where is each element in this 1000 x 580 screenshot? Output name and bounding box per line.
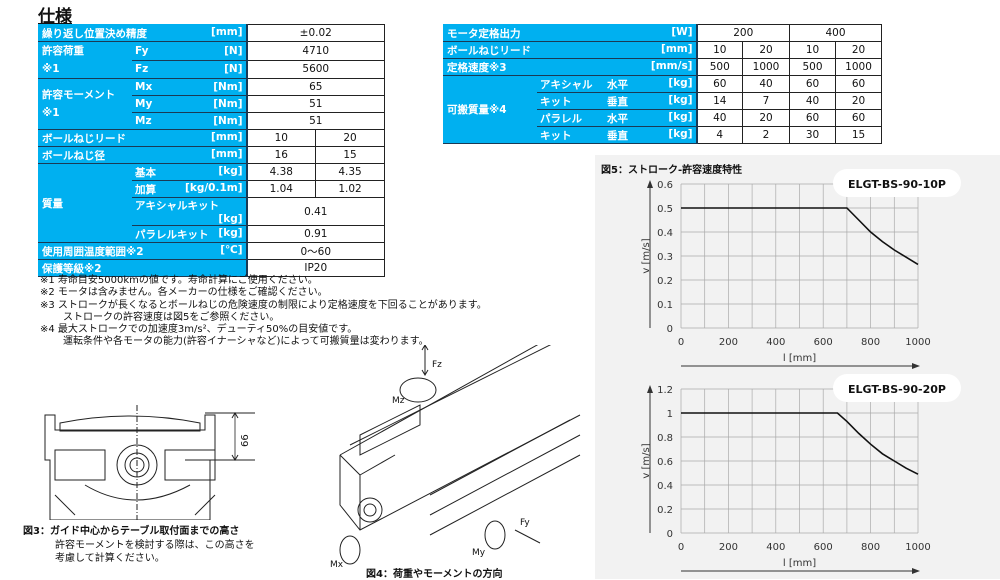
x-axis-label: l [mm] bbox=[783, 353, 816, 364]
y-tick-label: 0.2 bbox=[657, 505, 673, 516]
y-tick-label: 0.6 bbox=[657, 457, 673, 468]
x-axis-label: l [mm] bbox=[783, 558, 816, 569]
note: ※1 寿命目安5000kmの値です。寿命計算にご使用ください。 bbox=[40, 275, 318, 286]
y-axis-label: v [m/s] bbox=[641, 238, 652, 273]
x-tick-label: 0 bbox=[678, 337, 684, 348]
table-row: アキシャルキット [kg] 0.41 bbox=[39, 197, 386, 226]
y-axis-label: v [m/s] bbox=[641, 443, 652, 478]
series-line bbox=[681, 207, 919, 266]
y-tick-label: 0.5 bbox=[657, 204, 673, 215]
x-tick-label: 800 bbox=[861, 542, 880, 553]
fig3-text: 考慮して計算ください。 bbox=[55, 553, 165, 564]
y-tick-label: 0 bbox=[667, 529, 673, 540]
table-row: パラレル 水平 [kg] 40 20 60 60 bbox=[444, 109, 883, 127]
table-row: My [Nm] 51 bbox=[39, 95, 386, 113]
table-row: 保護等級※2 IP20 bbox=[37, 259, 386, 277]
y-tick-label: 0.4 bbox=[657, 228, 673, 239]
x-tick-label: 400 bbox=[766, 337, 785, 348]
spec-table-right: モータ定格出力 [W] 200 400 ボールねじリード [mm] 10 20 10 20 定格… bbox=[443, 24, 883, 144]
fy-label: Fy bbox=[520, 518, 530, 528]
note: ※4 最大ストロークでの加速度3m/s²、デューティ50%の目安値です。 bbox=[40, 324, 358, 336]
table-row: ボールねじリード [mm] 10 20 10 20 bbox=[443, 41, 883, 59]
mx-label: Mx bbox=[330, 560, 344, 567]
x-tick-label: 800 bbox=[861, 337, 880, 348]
table-row: 使用周囲温度範囲※2 [℃] 0～60 bbox=[37, 242, 386, 260]
footnotes: ※1 寿命目安5000kmの値です。寿命計算にご使用ください。 ※2 モータは含… bbox=[40, 275, 487, 349]
y-arrow-head bbox=[647, 385, 653, 393]
table-row: 定格速度※3 [mm/s] 500 1000 500 1000 bbox=[443, 58, 883, 76]
spec-table-left: 繰り返し位置決め精度 [mm] ±0.02 許容荷重 ※1 Fy [N] 4710 Fz [N… bbox=[37, 24, 386, 277]
fig4-caption: 図4：荷重やモーメントの方向 bbox=[366, 569, 503, 580]
y-tick-label: 1 bbox=[667, 409, 673, 420]
table-row: ボールねじ径 [mm] 16 15 bbox=[37, 146, 386, 164]
mz-label: Mz bbox=[392, 396, 405, 406]
x-tick-label: 1000 bbox=[905, 542, 930, 553]
chart-panel bbox=[595, 155, 1000, 579]
actuator-load-directions-drawing: Fz Mz Mx My Fy bbox=[330, 345, 581, 567]
chart-title: ELGT-BS-90-20P bbox=[848, 383, 946, 396]
y-tick-label: 0.3 bbox=[657, 252, 673, 263]
table-row: パラレルキット [kg] 0.91 bbox=[39, 225, 386, 243]
table-row: モータ定格出力 [W] 200 400 bbox=[443, 24, 883, 42]
fig3-caption: 図3：ガイド中心からテーブル取付面までの高さ bbox=[23, 526, 240, 537]
x-tick-label: 200 bbox=[719, 542, 738, 553]
table-row: 質量 基本 [kg] 4.38 4.35 bbox=[38, 163, 386, 243]
y-tick-label: 1.2 bbox=[657, 385, 673, 396]
x-arrow-head bbox=[912, 568, 920, 574]
dimension-label: 66 bbox=[240, 434, 251, 447]
fig5-caption: 図5：ストローク-許容速度特性 bbox=[601, 165, 743, 176]
table-row: 許容モーメント ※1 Mx [Nm] 65 bbox=[38, 78, 386, 130]
x-tick-label: 0 bbox=[678, 542, 684, 553]
y-tick-label: 0 bbox=[667, 324, 673, 335]
chart-title: ELGT-BS-90-10P bbox=[848, 178, 946, 191]
table-row: 許容荷重 ※1 Fy [N] 4710 bbox=[38, 41, 386, 79]
chart-title-box bbox=[833, 374, 961, 402]
x-tick-label: 200 bbox=[719, 337, 738, 348]
my-label: My bbox=[472, 548, 486, 558]
y-tick-label: 0.6 bbox=[657, 180, 673, 191]
chart-title-box bbox=[833, 169, 961, 197]
table-row: キット 垂直 [kg] 4 2 30 15 bbox=[444, 126, 883, 144]
x-tick-label: 1000 bbox=[905, 337, 930, 348]
fig3-text: 許容モーメントを検討する際は、この高さを bbox=[55, 540, 255, 551]
note: ストロークの許容速度は図5をご参照ください。 bbox=[63, 311, 280, 323]
x-tick-label: 600 bbox=[814, 542, 833, 553]
x-tick-label: 600 bbox=[814, 337, 833, 348]
table-row: 可搬質量※4 アキシャル 水平 [kg] 60 40 60 60 bbox=[443, 75, 883, 144]
note: ※3 ストロークが長くなるとボールねじの危険速度の制限により定格速度を下回ること… bbox=[40, 299, 487, 311]
guide-cross-section-drawing: 66 bbox=[44, 405, 255, 520]
table-row: キット 垂直 [kg] 14 7 40 20 bbox=[444, 92, 883, 110]
table-row: ボールねじリード [mm] 10 20 bbox=[37, 129, 386, 147]
table-row: 加算 [kg/0.1m] 1.04 1.02 bbox=[39, 180, 386, 198]
y-tick-label: 0.4 bbox=[657, 481, 673, 492]
table-row: Fz [N] 5600 bbox=[39, 59, 386, 79]
chart-10p: 0 0.1 0.2 0.3 0.4 0.5 0.6 0 200 400 600 800 1000 l [m… bbox=[641, 169, 961, 369]
note: 運転条件や各モータの能力(許容イナーシャなど)によって可搬質量は変わります。 bbox=[63, 336, 429, 348]
fz-label: Fz bbox=[432, 360, 442, 370]
chart-20p: 0 0.2 0.4 0.6 0.8 1 1.2 0 200 400 600 800 1000 l [mm]… bbox=[641, 374, 961, 574]
page-title: 仕様 bbox=[38, 7, 72, 27]
y-tick-label: 0.2 bbox=[657, 276, 673, 287]
series-line bbox=[681, 412, 919, 475]
y-tick-label: 0.8 bbox=[657, 433, 673, 444]
y-tick-label: 0.1 bbox=[657, 300, 673, 311]
y-arrow-head bbox=[647, 180, 653, 188]
table-row: 繰り返し位置決め精度 [mm] ±0.02 bbox=[37, 24, 386, 42]
x-arrow-head bbox=[912, 363, 920, 369]
note: ※2 モータは含みません。各メーカーの仕様をご確認ください。 bbox=[40, 287, 328, 299]
x-tick-label: 400 bbox=[766, 542, 785, 553]
